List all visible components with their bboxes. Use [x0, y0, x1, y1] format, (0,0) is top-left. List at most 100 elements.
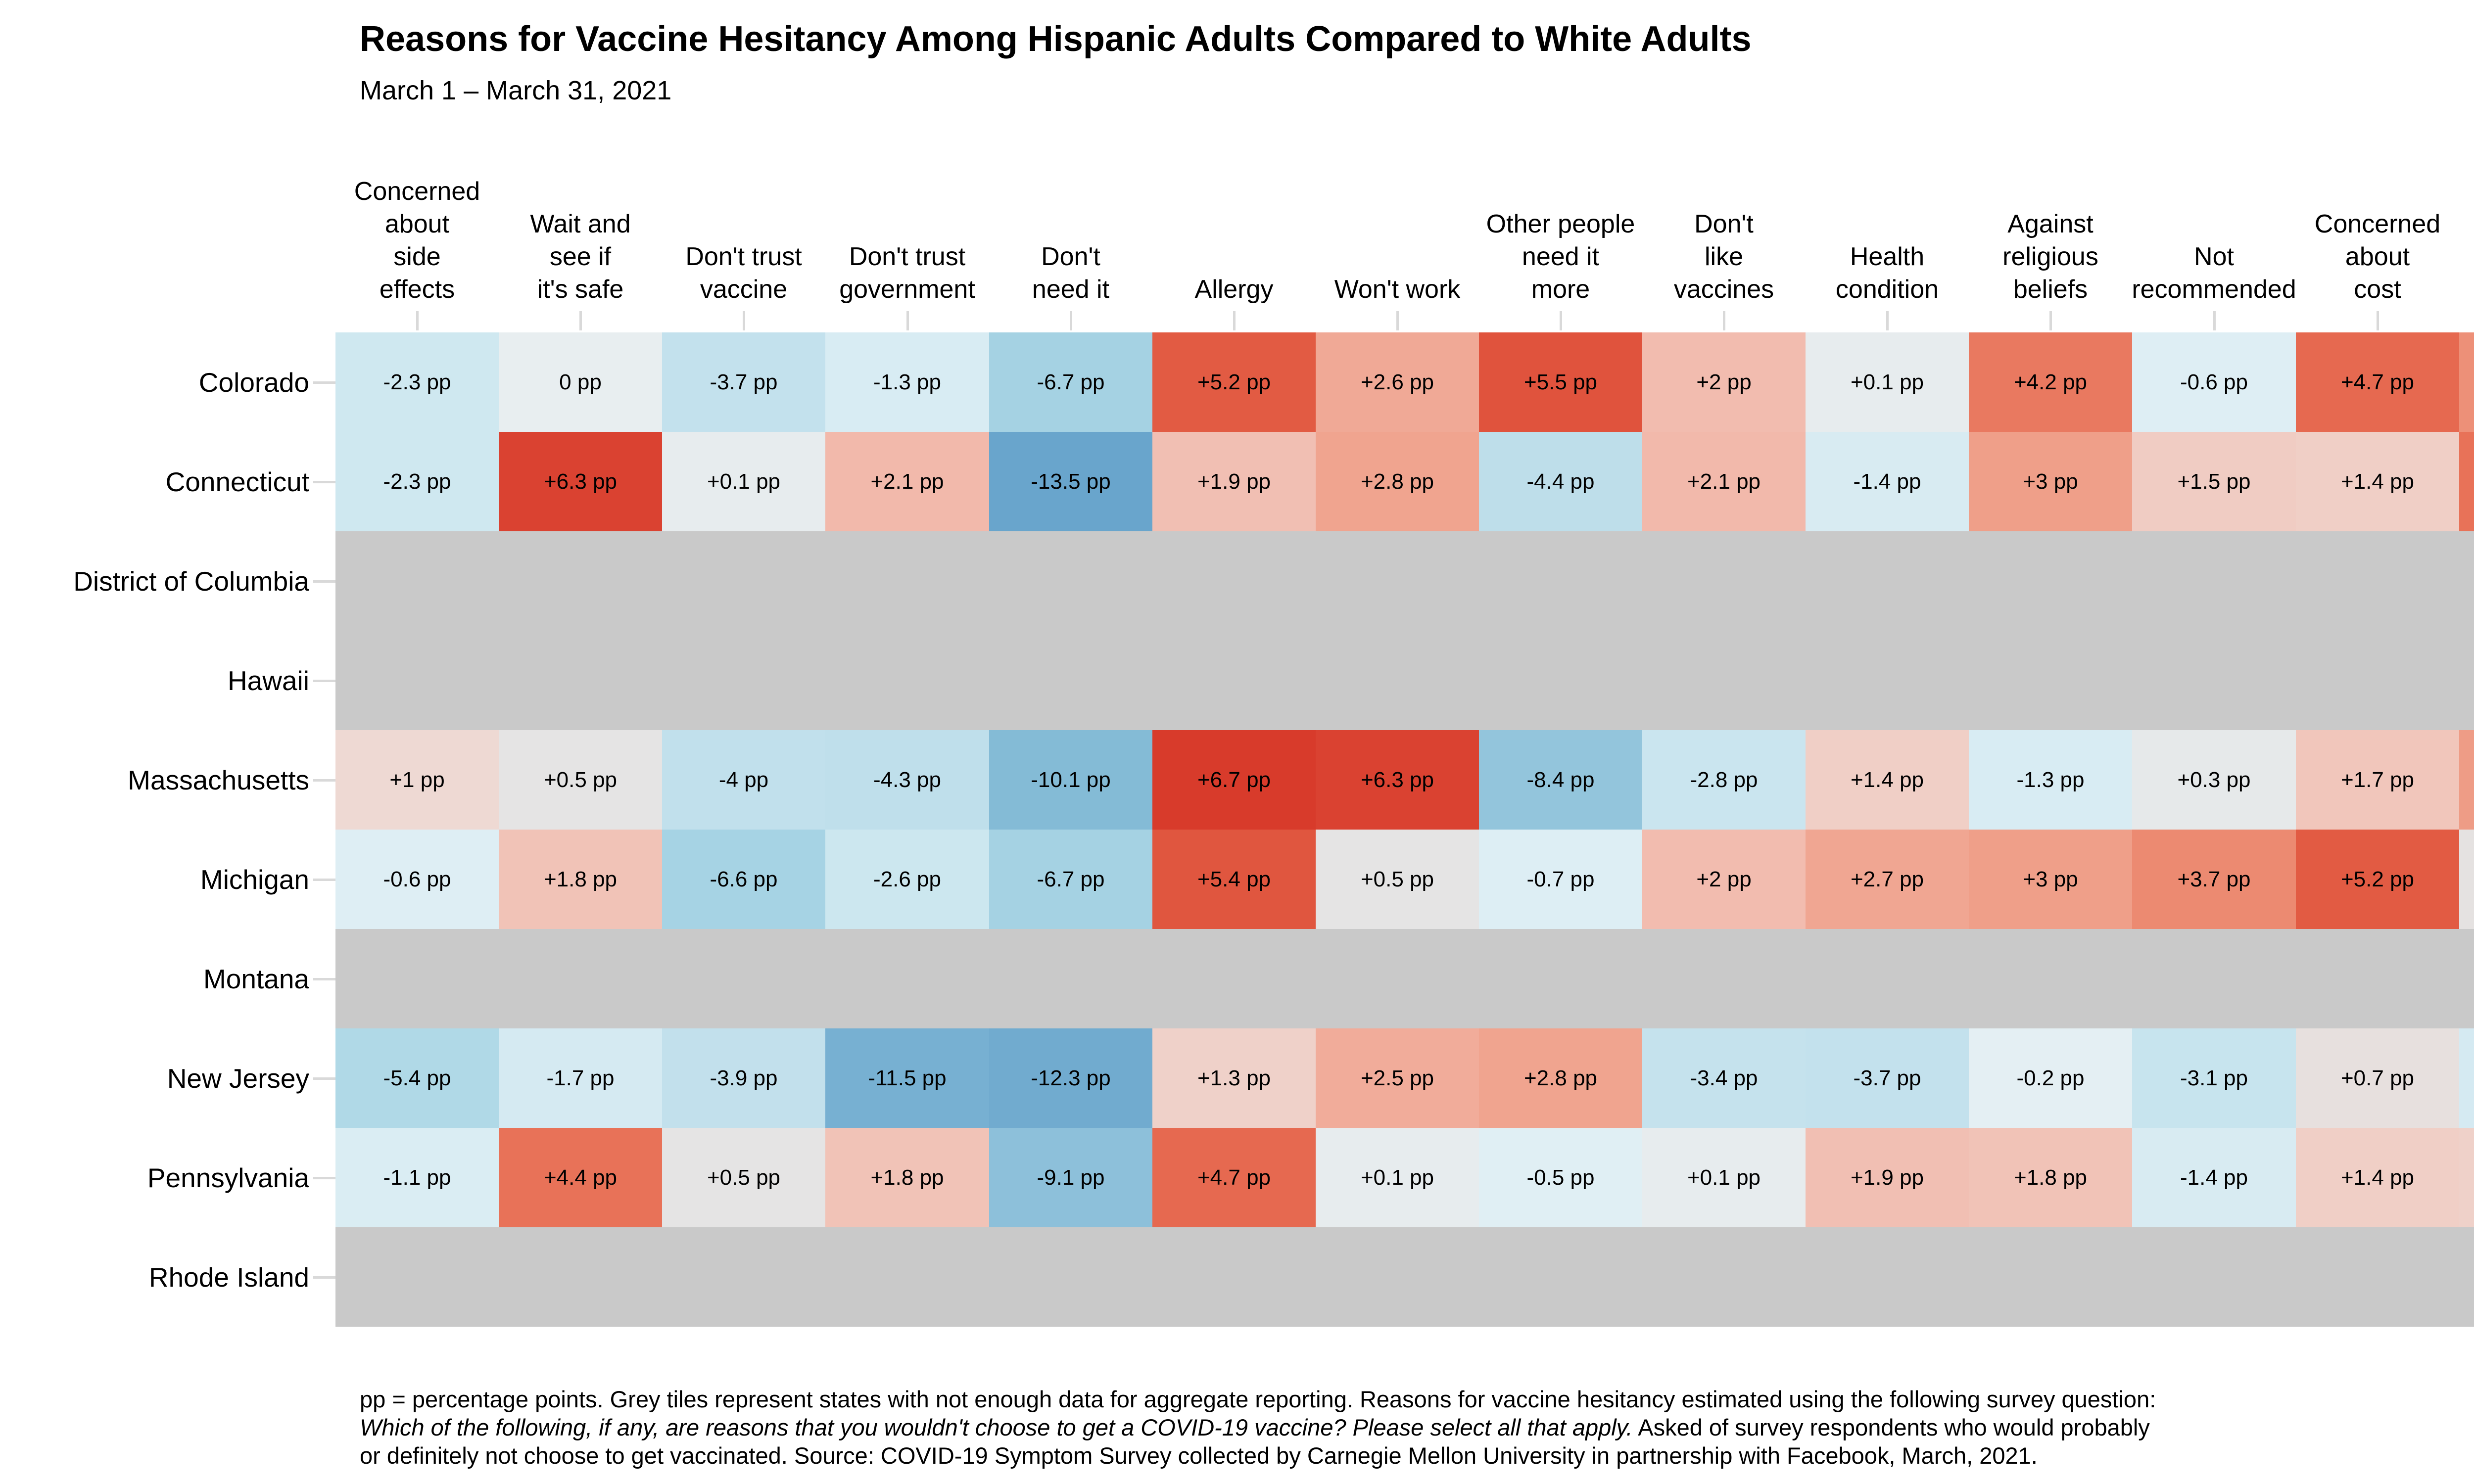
cell-value: -12.3 pp: [1031, 1066, 1111, 1090]
heatmap-cell: -10.1 pp: [989, 730, 1152, 830]
heatmap-cell: +5.2 pp: [2296, 830, 2459, 929]
cell-value: +0.3 pp: [2177, 767, 2251, 792]
heatmap-cell: -3.7 pp: [1806, 1028, 1969, 1128]
cell-value: +5.5 pp: [1523, 370, 1598, 394]
axis-tick-left: [313, 1177, 335, 1179]
heatmap-cell: -1.4 pp: [2132, 1128, 2296, 1227]
row-label-text: Michigan: [200, 864, 309, 895]
heatmap-cell: +4.7 pp: [1152, 1128, 1316, 1227]
heatmap-cell: +0.5 pp: [499, 730, 662, 830]
heatmap-cell: +2 pp: [1642, 332, 1806, 432]
cell-value: +3 pp: [2023, 469, 2078, 494]
cell-value: +0.1 pp: [1687, 1165, 1761, 1190]
cell-value: -2.6 pp: [873, 867, 941, 891]
heatmap-cell: -2.6 pp: [825, 830, 989, 929]
footnote-line-2: Which of the following, if any, are reas…: [360, 1413, 2156, 1441]
cell-value: +2.8 pp: [1360, 469, 1434, 494]
cell-value: +5.4 pp: [1197, 867, 1271, 891]
column-header: Concerned about cost: [2296, 143, 2459, 306]
cell-value: -11.5 pp: [868, 1066, 947, 1090]
cell-value: +0.7 pp: [2340, 1066, 2415, 1090]
cell-value: +3 pp: [2023, 867, 2078, 891]
cell-value: -2.3 pp: [383, 370, 451, 394]
heatmap-cell: +2.5 pp: [1316, 1028, 1479, 1128]
heatmap-cell: -4.4 pp: [1479, 432, 1642, 531]
heatmap-cell: +1.4 pp: [1806, 730, 1969, 830]
cell-value: +1.8 pp: [2013, 1165, 2088, 1190]
no-data-row: [335, 631, 2474, 730]
cell-value: -1.1 pp: [383, 1165, 451, 1190]
cell-value: -5.4 pp: [383, 1066, 451, 1090]
row-label-text: Colorado: [198, 367, 309, 398]
cell-value: -0.7 pp: [1526, 867, 1595, 891]
column-header-label: Wait and see if it's safe: [530, 210, 631, 304]
cell-value: +4.7 pp: [2340, 370, 2415, 394]
cell-value: +1.8 pp: [870, 1165, 944, 1190]
axis-tick-top: [579, 311, 582, 330]
cell-value: -0.5 pp: [1526, 1165, 1595, 1190]
column-header-label: Health condition: [1835, 242, 1939, 304]
cell-value: +5.2 pp: [2340, 867, 2415, 891]
cell-value: -3.7 pp: [710, 370, 778, 394]
column-header-label: Against religious beliefs: [2002, 210, 2098, 304]
cell-value: -4.3 pp: [873, 767, 941, 792]
heatmap-cell: -6.7 pp: [989, 332, 1152, 432]
footnote-line-1: pp = percentage points. Grey tiles repre…: [360, 1386, 2156, 1412]
cell-value: +0.1 pp: [707, 469, 781, 494]
axis-tick-top: [2377, 311, 2379, 330]
row-label-text: Montana: [203, 963, 309, 994]
heatmap-cell: +1 pp: [335, 730, 499, 830]
axis-tick-left: [313, 978, 335, 980]
heatmap-cell: -2.8 pp: [1642, 730, 1806, 830]
no-data-row: [335, 531, 2474, 631]
heatmap-cell: -4.3 pp: [825, 730, 989, 830]
heatmap-cell: +1.3 pp: [2459, 1128, 2474, 1227]
row-label: Pennsylvania: [0, 1128, 309, 1227]
cell-value: +2 pp: [1696, 370, 1752, 394]
column-header-label: Won't work: [1334, 275, 1461, 304]
heatmap-cell: +3 pp: [1969, 432, 2132, 531]
heatmap-cell: +1.8 pp: [825, 1128, 989, 1227]
heatmap-cell: -6.6 pp: [662, 830, 825, 929]
column-header-label: Don't need it: [1032, 242, 1110, 304]
heatmap-cell: +2.1 pp: [825, 432, 989, 531]
heatmap-cell: +3 pp: [1969, 830, 2132, 929]
heatmap-cell: -3.9 pp: [662, 1028, 825, 1128]
cell-value: -3.1 pp: [2180, 1066, 2248, 1090]
heatmap-cell: +3.1 pp: [2459, 730, 2474, 830]
cell-value: +0.1 pp: [1360, 1165, 1434, 1190]
axis-tick-top: [1560, 311, 1562, 330]
heatmap-cell: +0.1 pp: [1642, 1128, 1806, 1227]
cell-value: +3.7 pp: [2177, 867, 2251, 891]
column-header: Against religious beliefs: [1969, 143, 2132, 306]
axis-tick-left: [313, 680, 335, 682]
column-header-label: Concerned about cost: [2314, 210, 2441, 304]
heatmap-cell: +0.5 pp: [1316, 830, 1479, 929]
heatmap-cell: +0.5 pp: [662, 1128, 825, 1227]
cell-value: +1.9 pp: [1197, 469, 1271, 494]
heatmap-cell: +4.7 pp: [2296, 332, 2459, 432]
axis-tick-top: [416, 311, 419, 330]
heatmap-cell: -1.7 pp: [2459, 1028, 2474, 1128]
cell-value: +4.4 pp: [543, 1165, 618, 1190]
heatmap-cell: +1.9 pp: [1806, 1128, 1969, 1227]
row-label: Montana: [0, 929, 309, 1028]
heatmap-cell: -1.4 pp: [1806, 432, 1969, 531]
heatmap-cell: +2.8 pp: [1316, 432, 1479, 531]
cell-value: -3.7 pp: [1853, 1066, 1921, 1090]
cell-value: +2.1 pp: [870, 469, 944, 494]
heatmap-cell: -3.7 pp: [662, 332, 825, 432]
cell-value: +1 pp: [389, 767, 445, 792]
cell-value: +6.3 pp: [1360, 767, 1434, 792]
heatmap-cell: +1.4 pp: [2296, 1128, 2459, 1227]
heatmap-cell: +2.6 pp: [1316, 332, 1479, 432]
row-label-text: Hawaii: [227, 665, 309, 696]
cell-value: +0.5 pp: [543, 767, 618, 792]
heatmap-cell: -9.1 pp: [989, 1128, 1152, 1227]
cell-value: +1.7 pp: [2340, 767, 2415, 792]
heatmap-cell: -3.4 pp: [1642, 1028, 1806, 1128]
axis-tick-left: [313, 381, 335, 384]
cell-value: -1.3 pp: [873, 370, 941, 394]
cell-value: +0.5 pp: [1360, 867, 1434, 891]
heatmap-cell: +1.4 pp: [2296, 432, 2459, 531]
